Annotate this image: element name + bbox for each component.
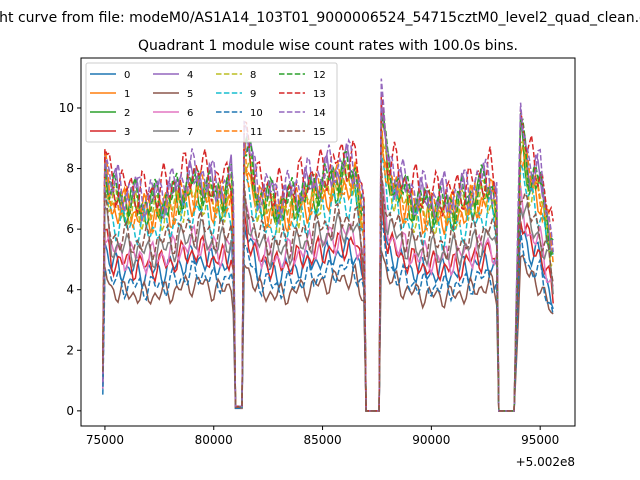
y-tick-label: 8 — [66, 162, 74, 176]
series-line-3 — [102, 193, 554, 412]
series-line-13 — [102, 92, 554, 412]
legend-label-11: 11 — [250, 127, 263, 138]
series-line-14 — [102, 78, 554, 412]
x-tick-label: 80000 — [195, 433, 233, 447]
legend-label-3: 3 — [124, 127, 130, 138]
y-tick-label: 0 — [66, 404, 74, 418]
legend-label-14: 14 — [313, 108, 326, 119]
legend-label-8: 8 — [250, 70, 256, 81]
legend-label-15: 15 — [313, 127, 326, 138]
series-line-11 — [102, 114, 554, 412]
legend-label-0: 0 — [124, 70, 130, 81]
y-tick-label: 4 — [66, 283, 74, 297]
series-line-12 — [102, 116, 554, 412]
x-tick-label: 75000 — [86, 433, 124, 447]
series-line-8 — [102, 127, 554, 412]
series-line-5 — [102, 250, 554, 412]
legend-label-6: 6 — [187, 108, 193, 119]
x-tick-label: 85000 — [303, 433, 341, 447]
legend-label-4: 4 — [187, 70, 193, 81]
legend-label-1: 1 — [124, 89, 130, 100]
x-tick-label: 90000 — [412, 433, 450, 447]
x-tick-label: 95000 — [521, 433, 559, 447]
series-line-15 — [102, 165, 554, 412]
series-line-10 — [102, 220, 554, 412]
series-line-7 — [102, 172, 554, 412]
legend-label-9: 9 — [250, 89, 256, 100]
figure-suptitle: Light curve from file: modeM0/AS1A14_103… — [0, 10, 640, 26]
axes-frame — [80, 57, 576, 427]
y-tick-label: 2 — [66, 343, 74, 357]
legend-label-12: 12 — [313, 70, 326, 81]
axis-ticks: 75000 80000 85000 90000 95000 0 2 4 6 8 10 — [59, 101, 560, 447]
series-line-9 — [102, 153, 554, 412]
legend-label-2: 2 — [124, 108, 130, 119]
y-tick-label: 10 — [59, 101, 74, 115]
y-tick-label: 6 — [66, 222, 74, 236]
legend-label-13: 13 — [313, 89, 326, 100]
legend-box — [85, 62, 338, 143]
plot-area — [102, 78, 554, 412]
legend-label-5: 5 — [187, 89, 193, 100]
legend-label-7: 7 — [187, 127, 193, 138]
x-offset-text: +5.002e8 — [516, 455, 575, 469]
legend-label-10: 10 — [250, 108, 263, 119]
chart-title: Quadrant 1 module wise count rates with … — [138, 38, 518, 54]
series-line-6 — [102, 178, 554, 412]
